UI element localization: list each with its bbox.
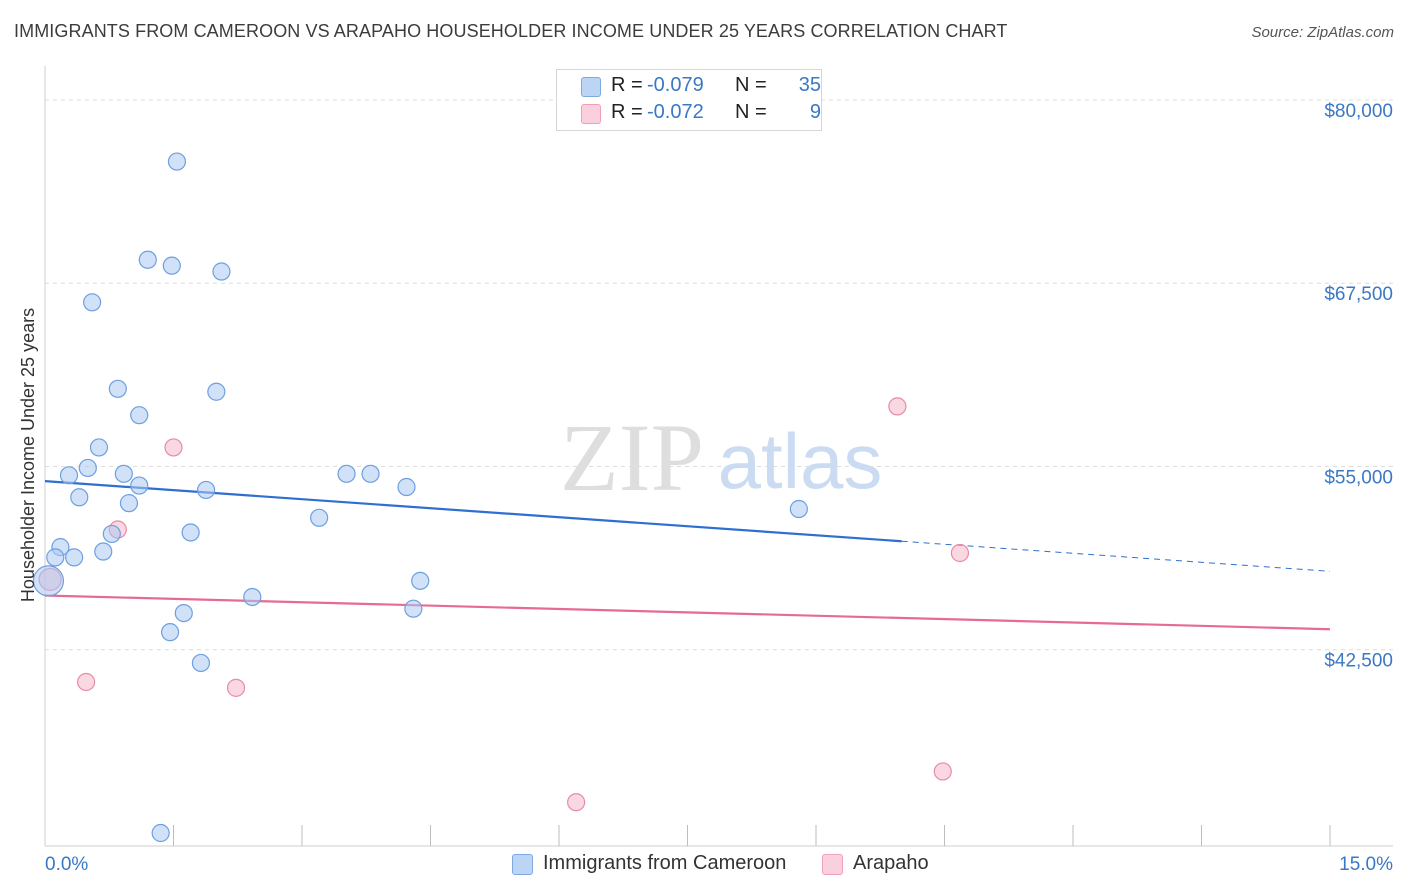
trendline-cameroon [44,480,902,543]
y-tick-label: $55,000 [1324,467,1393,488]
point-cameroon [196,480,216,500]
point-cameroon [94,542,113,561]
point-cameroon [337,464,356,483]
point-cameroon [243,587,262,607]
watermark-atlas: atlas [718,417,883,505]
y-tick-label: $67,500 [1324,284,1393,305]
point-cameroon [167,152,187,171]
point-cameroon [174,603,193,623]
point-arapaho [888,397,907,416]
y-tick-label: $80,000 [1324,101,1393,122]
point-cameroon [181,523,200,542]
point-arapaho [77,672,96,692]
point-cameroon [83,293,102,312]
point-cameroon [397,477,416,497]
x-tick-label: 0.0% [45,854,88,875]
point-cameroon [32,565,65,597]
correlation-legend: R = -0.079 N = 35 R = -0.072 N = 9 [556,69,822,131]
legend-n-label: N = [735,74,767,96]
legend-n-value: 35 [798,74,821,96]
point-cameroon [130,406,149,425]
series-label-cameroon: Immigrants from Cameroon [543,852,787,874]
point-cameroon [59,466,79,485]
point-cameroon [70,488,89,507]
legend-n-label: N = [735,101,767,123]
gridlines [45,99,1393,651]
series-swatch-arapaho [822,854,843,875]
point-arapaho [567,793,586,812]
legend-swatch-cameroon [581,77,601,97]
series-label-arapaho: Arapaho [853,852,929,874]
series-swatch-cameroon [512,854,533,875]
point-cameroon [310,508,329,527]
legend-r-label: R = [611,101,643,123]
legend-r-value: -0.079 [647,74,704,96]
legend-r-label: R = [611,74,643,96]
legend-swatch-arapaho [581,104,601,124]
point-cameroon [65,548,84,567]
point-cameroon [160,623,180,642]
legend-n-value: 9 [809,101,821,123]
point-cameroon [404,599,423,618]
trendline-extension-cameroon [901,540,1331,572]
point-cameroon [191,653,211,673]
y-axis-label: Householder Income Under 25 years [18,308,38,602]
source-credit: Source: ZipAtlas.com [1251,24,1394,41]
point-cameroon [212,262,231,281]
point-arapaho [933,762,952,781]
point-cameroon [108,379,127,398]
point-cameroon [138,250,157,269]
legend-r-value: -0.072 [647,101,704,123]
point-cameroon [78,458,97,478]
point-cameroon [130,476,149,495]
chart-title: IMMIGRANTS FROM CAMEROON VS ARAPAHO HOUS… [14,21,1008,41]
point-cameroon [46,548,65,567]
trendline-arapaho [44,594,1331,631]
point-arapaho [226,678,246,697]
point-cameroon [114,464,133,483]
point-arapaho [164,438,183,457]
point-cameroon [102,524,121,544]
point-cameroon [789,499,808,519]
point-arapaho [950,543,970,563]
axes [44,66,1393,847]
point-cameroon [411,571,430,590]
data-points [32,152,970,843]
point-cameroon [207,382,226,401]
point-cameroon [89,438,109,457]
watermark-zip: ZIP [560,404,704,511]
point-cameroon [151,823,170,843]
axis-labels: $80,000 $67,500 $55,000 $42,500 0.0% 15.0% Hou… [18,101,1393,875]
point-cameroon [361,464,380,483]
point-cameroon [119,494,139,513]
watermark: ZIP atlas [560,404,882,511]
y-tick-label: $42,500 [1324,651,1393,672]
point-cameroon [162,256,181,275]
x-tick-label: 15.0% [1339,854,1393,875]
